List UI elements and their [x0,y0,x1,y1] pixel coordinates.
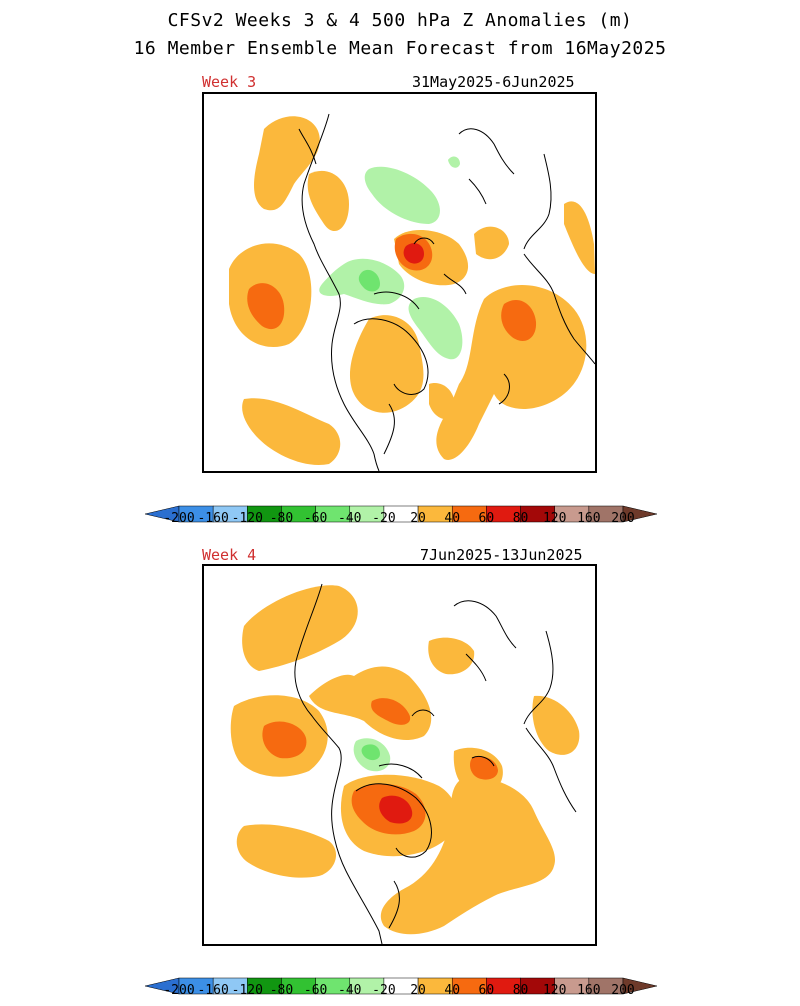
colorbar-tick-label: 40 [444,511,461,526]
chart-subtitle: 16 Member Ensemble Mean Forecast from 16… [133,38,667,59]
colorbar-arrow-right [622,977,657,995]
colorbar-tick-label: -80 [269,511,294,526]
colorbar-tick-label: -20 [372,983,396,998]
week3-label: Week 3 [202,73,257,91]
colorbar-week4 [145,977,657,995]
colorbar-tick-label: -60 [303,983,328,998]
colorbar-tick-label: 200 [611,511,635,526]
colorbar-tick-label: -40 [338,511,362,526]
colorbar-tick-label: 200 [611,983,635,998]
colorbar-week3 [145,505,657,523]
colorbar-tick-label: -160 [197,511,229,526]
colorbar-tick-label: -200 [163,983,195,998]
colorbar-week4-labels: -200 -160 -120 -80 -60 -40 -20 20 40 60 80 120 160 20… [145,983,657,999]
colorbar-tick-label: -120 [231,511,263,526]
colorbar-tick-label: 80 [512,983,529,998]
colorbar-tick-label: 60 [478,983,495,998]
colorbar-tick-label: -20 [372,511,396,526]
week3-dates: 31May2025-6Jun2025 [412,73,575,91]
colorbar-tick-label: 20 [410,983,426,998]
colorbar-tick-label: -60 [303,511,328,526]
colorbar-arrow-right [622,505,657,523]
colorbar-tick-label: 120 [542,511,567,526]
colorbar-tick-label: 160 [577,983,601,998]
colorbar-tick-label: 80 [512,511,529,526]
colorbar-tick-label: 60 [478,511,495,526]
colorbar-tick-label: 160 [577,511,601,526]
week3-map [202,92,597,473]
colorbar-tick-label: 20 [410,511,426,526]
colorbar-tick-label: -160 [197,983,229,998]
colorbar-week3-labels: -200 -160 -120 -80 -60 -40 -20 20 40 60 80 120 160 20… [145,511,657,527]
colorbar-tick-label: -40 [338,983,362,998]
week4-label: Week 4 [202,546,257,564]
colorbar-tick-label: 120 [542,983,567,998]
week4-dates: 7Jun2025-13Jun2025 [420,546,583,564]
colorbar-tick-label: -120 [231,983,263,998]
week4-map [202,564,597,946]
colorbar-tick-label: -80 [269,983,294,998]
chart-title: CFSv2 Weeks 3 & 4 500 hPa Z Anomalies (m… [167,10,633,31]
colorbar-tick-label: -200 [163,511,195,526]
colorbar-tick-label: 40 [444,983,461,998]
